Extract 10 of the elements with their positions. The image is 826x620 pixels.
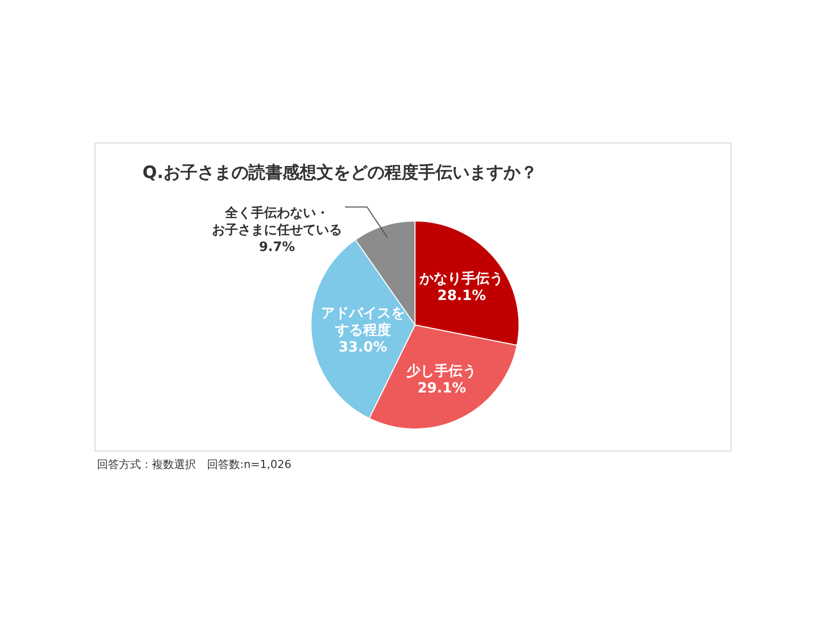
text: 回答方式：複数選択 回答数:n=1,026 (97, 458, 292, 471)
slice-label: アドバイスをする程度 (320, 306, 405, 339)
slice-label: 少し手伝う (406, 362, 477, 380)
data-label: 28.1% (437, 288, 486, 304)
slice-label: かなり手伝う (418, 270, 504, 288)
data-label: 29.1% (417, 380, 466, 397)
slice-label: 全く手伝わない・お子さまに任せている (212, 205, 342, 238)
data-label: 9.7% (258, 240, 296, 255)
data-label: 33.0% (338, 340, 388, 356)
chart-title: Q.お子さまの読書感想文をどの程度手伝いますか？ (142, 163, 538, 183)
